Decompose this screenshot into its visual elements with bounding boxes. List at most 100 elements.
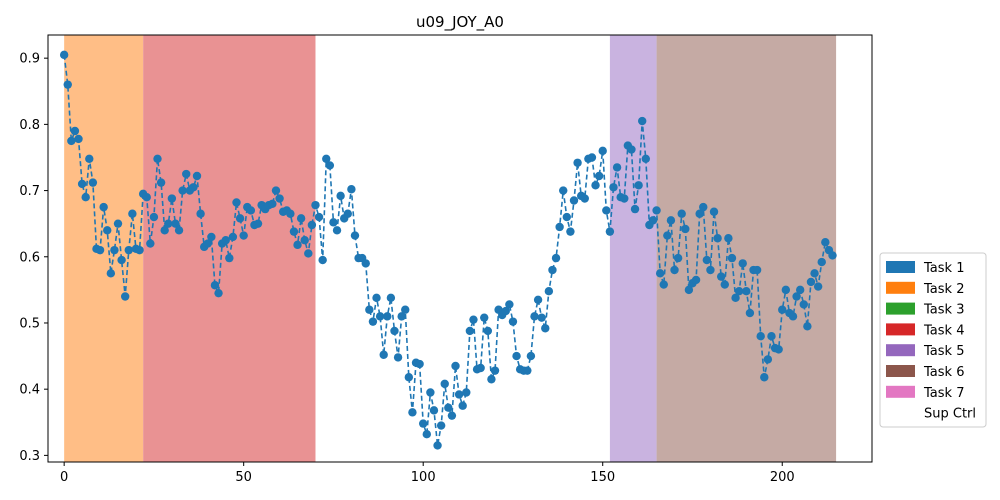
- data-point: [620, 194, 629, 203]
- data-point: [106, 269, 116, 278]
- data-point: [429, 406, 439, 415]
- data-point: [361, 259, 370, 268]
- data-point: [325, 161, 335, 170]
- data-point: [286, 209, 295, 218]
- data-point: [232, 198, 241, 207]
- legend-swatch: [886, 323, 915, 336]
- shaded-region-task-6: [656, 35, 837, 462]
- y-axis-ticks: 0.3 0.4 0.5 0.6 0.7 0.8 0.9: [19, 52, 48, 464]
- data-point: [490, 366, 500, 375]
- y-tick-label: 0.4: [19, 383, 40, 398]
- data-point: [605, 227, 615, 236]
- data-point: [70, 126, 80, 136]
- data-point: [476, 363, 485, 373]
- x-tick-label: 150: [590, 470, 615, 485]
- data-point: [350, 231, 360, 240]
- x-tick-label: 100: [411, 470, 436, 485]
- data-point: [691, 275, 701, 285]
- data-point: [659, 280, 668, 289]
- data-point: [225, 253, 234, 263]
- data-point: [239, 231, 248, 240]
- data-point: [627, 145, 636, 154]
- data-point: [289, 227, 299, 236]
- data-point: [426, 388, 435, 397]
- data-point: [440, 379, 449, 389]
- data-point: [530, 312, 539, 321]
- data-point: [77, 179, 87, 189]
- data-point: [480, 313, 489, 322]
- data-point: [742, 287, 751, 296]
- shaded-region-task-5: [609, 35, 657, 462]
- legend-frame: [879, 252, 987, 428]
- data-point: [124, 245, 133, 255]
- data-point: [336, 191, 345, 201]
- x-tick-label: 0: [60, 470, 68, 485]
- data-point: [253, 219, 263, 228]
- data-point: [648, 216, 658, 225]
- data-point: [541, 324, 550, 333]
- data-point: [271, 186, 281, 195]
- data-point: [569, 196, 579, 205]
- data-point: [210, 281, 220, 290]
- data-point: [379, 350, 388, 359]
- legend-swatch: [886, 406, 915, 419]
- data-point: [594, 171, 604, 181]
- data-point: [368, 317, 378, 326]
- data-point: [275, 194, 284, 203]
- plot-frame: [47, 34, 873, 463]
- data-point: [580, 194, 589, 203]
- data-point: [415, 359, 424, 369]
- data-point: [828, 251, 837, 260]
- data-point: [591, 181, 600, 190]
- legend-label: Task 1: [923, 261, 964, 276]
- data-point: [752, 265, 762, 275]
- data-point: [293, 240, 302, 250]
- data-point: [505, 300, 514, 309]
- data-point: [375, 312, 385, 321]
- data-point: [806, 277, 816, 287]
- data-point: [81, 192, 90, 202]
- legend-label: Task 5: [923, 344, 964, 359]
- data-point: [634, 181, 643, 190]
- data-point: [677, 209, 686, 218]
- data-point: [422, 429, 431, 439]
- data-point: [447, 411, 457, 420]
- legend-label: Sup Ctrl: [924, 407, 976, 422]
- data-point: [512, 351, 521, 361]
- data-point: [214, 288, 223, 298]
- x-axis-ticks: 0 50 100 150 200: [60, 462, 795, 485]
- legend-label: Task 7: [923, 386, 964, 401]
- data-point: [182, 169, 191, 179]
- shaded-region-task-4: [143, 35, 316, 462]
- data-point: [393, 353, 403, 362]
- data-point: [246, 206, 256, 215]
- data-point: [178, 186, 187, 195]
- data-point: [788, 312, 798, 321]
- data-point: [817, 257, 826, 267]
- data-point: [383, 312, 392, 321]
- data-point: [329, 218, 338, 227]
- data-point: [85, 154, 94, 163]
- data-point: [734, 287, 744, 296]
- data-point: [300, 236, 309, 245]
- data-point: [99, 202, 108, 212]
- data-point: [795, 285, 805, 295]
- data-point: [386, 293, 396, 303]
- data-point: [465, 326, 475, 336]
- y-tick-label: 0.3: [19, 449, 40, 464]
- data-point: [74, 134, 83, 144]
- data-point: [63, 80, 72, 89]
- data-point: [365, 305, 374, 314]
- data-point: [537, 313, 546, 322]
- legend: Task 1 Task 2 Task 3 Task 4 Task 5 Task 6 Task…: [879, 252, 987, 428]
- data-point: [196, 209, 205, 218]
- data-point: [526, 351, 536, 361]
- data-point: [813, 282, 823, 291]
- y-tick-label: 0.5: [19, 316, 40, 331]
- data-point: [462, 388, 471, 397]
- data-point: [799, 300, 808, 309]
- data-point: [487, 375, 496, 384]
- legend-swatch: [886, 302, 915, 315]
- data-point: [332, 226, 342, 235]
- data-point: [709, 207, 719, 216]
